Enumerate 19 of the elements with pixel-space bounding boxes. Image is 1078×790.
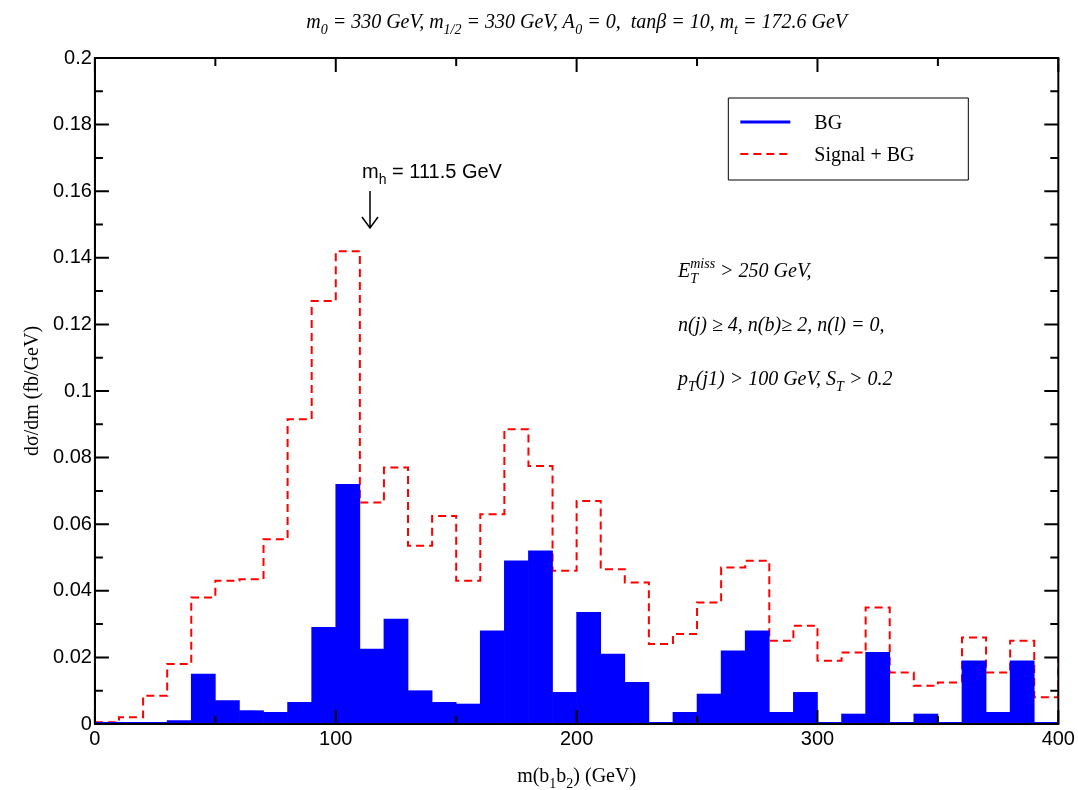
y-tick-label: 0.2 [64, 45, 92, 68]
legend-label: BG [814, 111, 843, 133]
y-tick-label: 0 [80, 711, 92, 734]
x-tick-label: 400 [1041, 726, 1075, 749]
x-tick-label: 200 [559, 726, 594, 749]
y-tick-label: 0.08 [52, 445, 92, 468]
y-tick-label: 0.04 [52, 578, 92, 601]
y-tick-label: 0.12 [52, 311, 92, 334]
x-tick-label: 300 [800, 726, 835, 749]
x-tick-label: 100 [319, 726, 353, 749]
annotation: n(j) ≥ 4, n(b)≥ 2, n(l) = 0, [678, 313, 885, 336]
y-tick-label: 0.16 [52, 178, 92, 201]
y-tick-label: 0.1 [64, 378, 92, 401]
y-tick-label: 0.02 [52, 644, 92, 667]
y-axis-title: dσ/dm (fb/GeV) [20, 325, 43, 457]
legend-label: Signal + BG [814, 143, 915, 166]
y-tick-label: 0.06 [52, 511, 92, 534]
y-tick-label: 0.14 [52, 245, 92, 268]
y-tick-label: 0.18 [52, 112, 92, 135]
